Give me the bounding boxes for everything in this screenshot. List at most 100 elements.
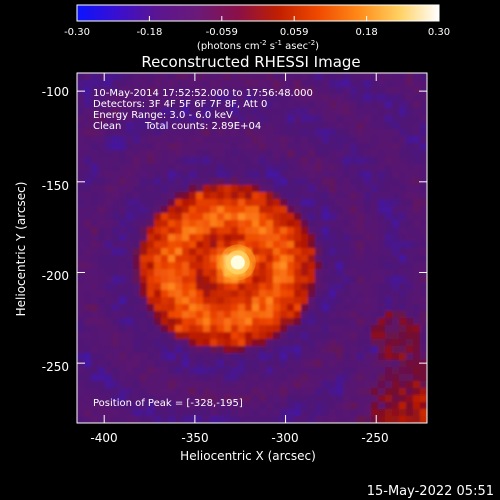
heatmap-pixel [266, 185, 274, 193]
heatmap-pixel [406, 150, 414, 158]
heatmap-pixel [280, 234, 288, 242]
heatmap-pixel [140, 388, 148, 396]
heatmap-pixel [392, 374, 400, 382]
heatmap-pixel [357, 290, 365, 298]
heatmap-pixel [168, 171, 176, 179]
heatmap-pixel [147, 311, 155, 319]
heatmap-pixel [259, 94, 267, 102]
heatmap-pixel [343, 87, 351, 95]
heatmap-pixel [112, 402, 120, 410]
heatmap-pixel [126, 353, 134, 361]
heatmap-pixel [322, 409, 330, 417]
heatmap-pixel [364, 171, 372, 179]
heatmap-pixel [322, 185, 330, 193]
heatmap-pixel [112, 199, 120, 207]
heatmap-pixel [259, 192, 267, 200]
heatmap-pixel [427, 402, 435, 410]
heatmap-pixel [189, 367, 197, 375]
heatmap-pixel [217, 87, 225, 95]
heatmap-pixel [308, 395, 316, 403]
heatmap-pixel [133, 276, 141, 284]
heatmap-pixel [182, 101, 190, 109]
heatmap-pixel [427, 269, 435, 277]
heatmap-pixel [252, 178, 260, 186]
heatmap-pixel [364, 402, 372, 410]
heatmap-pixel [189, 339, 197, 347]
heatmap-pixel [245, 87, 253, 95]
heatmap-pixel [385, 283, 393, 291]
heatmap-pixel [392, 164, 400, 172]
heatmap-pixel [385, 150, 393, 158]
heatmap-pixel [266, 339, 274, 347]
peak-position: Position of Peak = [-328,-195] [93, 398, 243, 409]
heatmap-pixel [280, 409, 288, 417]
heatmap-pixel [91, 416, 99, 423]
heatmap-pixel [294, 87, 302, 95]
heatmap-pixel [189, 234, 197, 242]
heatmap-pixel [273, 339, 281, 347]
heatmap-pixel [294, 339, 302, 347]
heatmap-pixel [357, 122, 365, 130]
heatmap-pixel [322, 367, 330, 375]
heatmap-pixel [203, 269, 211, 277]
heatmap-pixel [105, 311, 113, 319]
heatmap-pixel [161, 206, 169, 214]
heatmap-pixel [371, 80, 379, 88]
heatmap-pixel [98, 374, 106, 382]
heatmap-pixel [91, 192, 99, 200]
heatmap-pixel [266, 108, 274, 116]
heatmap-pixel [315, 367, 323, 375]
heatmap-pixel [245, 164, 253, 172]
heatmap-pixel [266, 381, 274, 389]
heatmap-pixel [126, 227, 134, 235]
heatmap-pixel [175, 276, 183, 284]
heatmap-pixel [336, 388, 344, 396]
heatmap-pixel [399, 227, 407, 235]
heatmap-pixel [133, 409, 141, 417]
heatmap-pixel [189, 150, 197, 158]
heatmap-pixel [175, 311, 183, 319]
heatmap-pixel [371, 339, 379, 347]
heatmap-pixel [399, 262, 407, 270]
heatmap-pixel [301, 276, 309, 284]
heatmap-pixel [266, 164, 274, 172]
heatmap-pixel [301, 311, 309, 319]
heatmap-pixel [140, 150, 148, 158]
heatmap-pixel [196, 402, 204, 410]
heatmap-pixel [371, 423, 379, 431]
heatmap-pixel [350, 108, 358, 116]
heatmap-pixel [322, 374, 330, 382]
heatmap-pixel [217, 283, 225, 291]
heatmap-pixel [406, 213, 414, 221]
heatmap-pixel [336, 367, 344, 375]
heatmap-pixel [392, 402, 400, 410]
heatmap-pixel [196, 255, 204, 263]
heatmap-pixel [294, 150, 302, 158]
heatmap-pixel [427, 101, 435, 109]
heatmap-pixel [392, 220, 400, 228]
heatmap-pixel [98, 255, 106, 263]
heatmap-pixel [294, 283, 302, 291]
heatmap-pixel [308, 346, 316, 354]
heatmap-pixel [301, 136, 309, 144]
heatmap-pixel [266, 297, 274, 305]
heatmap-pixel [371, 94, 379, 102]
heatmap-pixel [98, 122, 106, 130]
heatmap-pixel [406, 332, 414, 340]
heatmap-pixel [112, 255, 120, 263]
heatmap-pixel [364, 381, 372, 389]
heatmap-pixel [84, 80, 92, 88]
heatmap-pixel [259, 416, 267, 423]
heatmap-pixel [175, 325, 183, 333]
heatmap-pixel [126, 87, 134, 95]
heatmap-pixel [182, 416, 190, 423]
heatmap-pixel [399, 73, 407, 81]
heatmap-pixel [315, 115, 323, 123]
heatmap-pixel [385, 269, 393, 277]
heatmap-pixel [231, 122, 239, 130]
heatmap-pixel [287, 101, 295, 109]
heatmap-pixel [427, 262, 435, 270]
heatmap-pixel [84, 353, 92, 361]
heatmap-pixel [119, 241, 127, 249]
heatmap-pixel [91, 143, 99, 151]
